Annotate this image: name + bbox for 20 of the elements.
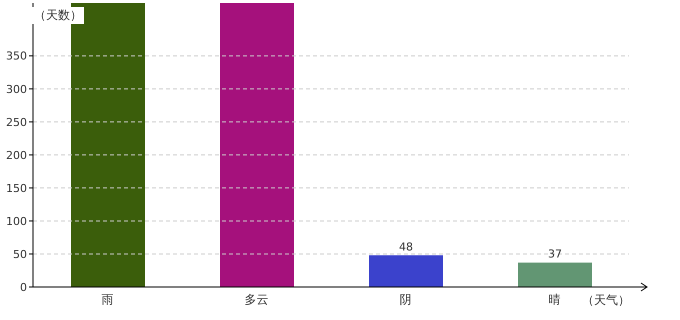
bar [71,3,145,287]
data-label: 48 [399,240,413,254]
bar [369,255,443,287]
y-tick-label: 50 [13,248,27,261]
y-tick-label: 200 [6,148,27,162]
y-axis-title: （天数） [32,7,84,24]
x-axis-title: （天气） [582,292,630,309]
y-tick-label: 300 [6,82,27,96]
y-tick-label: 150 [6,182,27,195]
x-tick-label: 多云 [244,292,268,307]
y-tick-label: 0 [20,280,27,294]
x-tick-label: 雨 [102,292,114,307]
y-tick-label: 100 [6,214,27,228]
x-tick-label: 阴 [400,292,412,307]
y-tick-label: 250 [6,116,27,129]
y-tick-label: 350 [6,50,27,63]
bar [220,3,294,287]
data-label: 37 [548,248,562,261]
bar [518,262,592,287]
x-tick-label: 晴 [548,292,560,307]
